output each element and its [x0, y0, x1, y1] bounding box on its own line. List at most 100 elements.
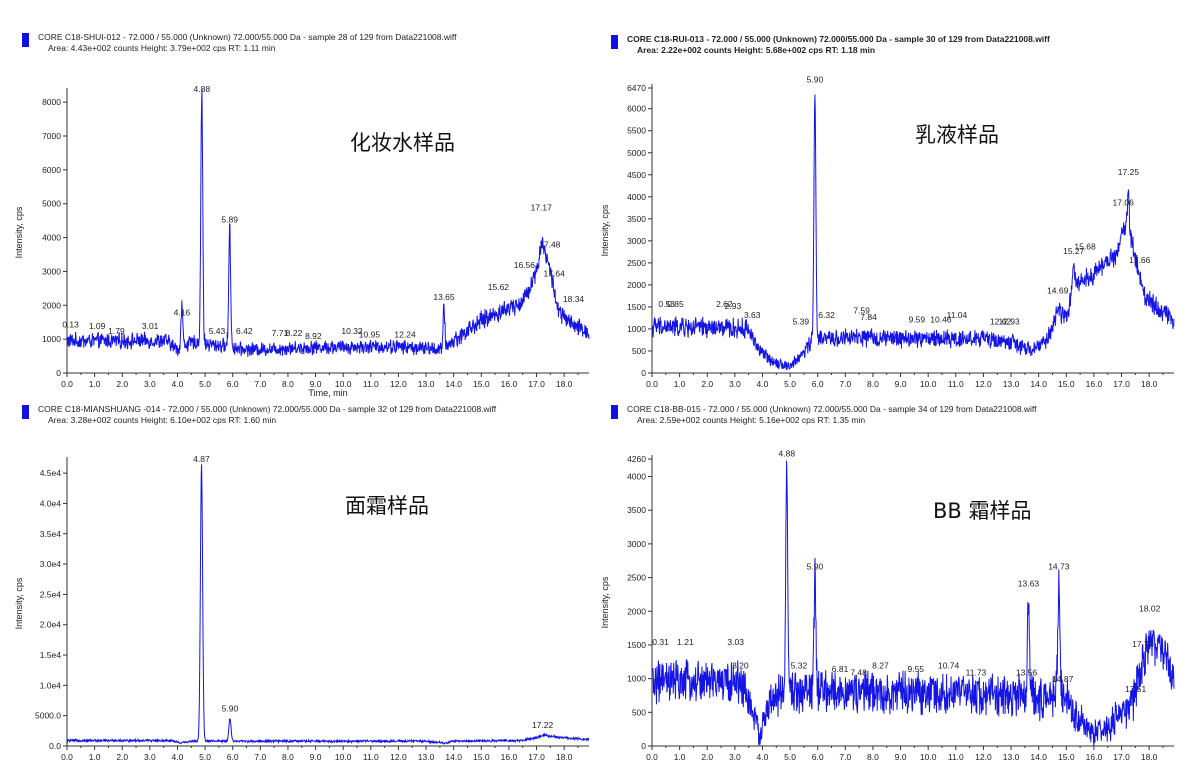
x-tick-label: 12.0 — [390, 752, 407, 762]
trace-header: CORE C18-MIANSHUANG -014 - 72.000 / 55.0… — [38, 404, 497, 414]
peak-label: 1.09 — [89, 321, 106, 331]
peak-label: 10.46 — [930, 314, 952, 324]
x-tick-label: 13.0 — [418, 379, 435, 389]
x-tick-label: 14.0 — [1030, 752, 1047, 762]
x-tick-label: 5.0 — [199, 379, 211, 389]
x-tick-label: 0.0 — [61, 379, 73, 389]
peak-label: 2.93 — [725, 301, 742, 311]
x-tick-label: 10.0 — [920, 379, 937, 389]
peak-label: 16.56 — [514, 260, 536, 270]
legend-swatch — [22, 405, 29, 419]
y-axis-label: Intensity, cps — [14, 206, 24, 258]
x-tick-label: 5.0 — [784, 752, 796, 762]
x-tick-label: 6.0 — [812, 379, 824, 389]
x-tick-label: 7.0 — [254, 752, 266, 762]
chart-panel-2: CORE C18-RUI-013 - 72.000 / 55.000 (Unkn… — [600, 34, 1175, 389]
y-tick-label: 2.0e4 — [40, 620, 62, 630]
sample-label: 面霜样品 — [345, 494, 429, 518]
peak-label: 8.92 — [305, 331, 322, 341]
peak-label: 17.64 — [544, 269, 566, 279]
x-tick-label: 5.0 — [784, 379, 796, 389]
peak-label: 7.59 — [853, 306, 870, 316]
legend-swatch — [611, 405, 618, 419]
x-tick-label: 8.0 — [867, 752, 879, 762]
y-tick-label: 6000 — [627, 104, 646, 114]
y-tick-label: 8000 — [42, 97, 61, 107]
peak-label: 3.03 — [727, 637, 744, 647]
x-tick-label: 6.0 — [227, 379, 239, 389]
y-tick-label: 3000 — [627, 539, 646, 549]
x-tick-label: 16.0 — [501, 379, 518, 389]
y-axis-label: Intensity, cps — [600, 576, 610, 628]
peak-label: 13.65 — [433, 292, 455, 302]
peak-label: 3.20 — [732, 661, 749, 671]
peak-label: 4.88 — [194, 84, 211, 94]
y-tick-label: 2500 — [627, 258, 646, 268]
x-tick-label: 10.0 — [920, 752, 937, 762]
x-tick-label: 4.0 — [757, 379, 769, 389]
peak-label: 3.63 — [744, 310, 761, 320]
peak-label: 17.66 — [1129, 255, 1151, 265]
peak-label: 15.62 — [488, 282, 510, 292]
peak-label: 5.90 — [807, 74, 824, 84]
peak-label: 14.87 — [1052, 674, 1074, 684]
x-tick-label: 15.0 — [473, 752, 490, 762]
y-tick-label: 1500 — [627, 640, 646, 650]
trace-header: CORE C18-SHUI-012 - 72.000 / 55.000 (Unk… — [38, 32, 457, 42]
y-tick-label: 2500 — [627, 573, 646, 583]
peak-label: 17.51 — [1125, 684, 1147, 694]
x-tick-label: 9.0 — [310, 752, 322, 762]
y-axis-label: Intensity, cps — [600, 204, 610, 256]
peak-label: 5.89 — [221, 214, 238, 224]
y-tick-label: 4260 — [627, 454, 646, 464]
y-tick-label: 4000 — [627, 472, 646, 482]
y-tick-label: 1000 — [627, 324, 646, 334]
x-tick-label: 2.0 — [701, 752, 713, 762]
trace-stats: Area: 3.28e+002 counts Height: 6.10e+002… — [48, 415, 276, 425]
trace-stats: Area: 4.43e+002 counts Height: 3.79e+002… — [48, 43, 276, 53]
peak-label: 14.69 — [1047, 286, 1069, 296]
peak-label: 8.27 — [872, 661, 889, 671]
x-tick-label: 7.0 — [839, 379, 851, 389]
x-tick-label: 7.0 — [254, 379, 266, 389]
x-tick-label: 15.0 — [1058, 379, 1075, 389]
y-tick-label: 1000 — [627, 674, 646, 684]
chromatogram-trace — [651, 460, 1175, 746]
legend-swatch — [611, 35, 618, 49]
x-tick-label: 1.0 — [674, 379, 686, 389]
y-tick-label: 500 — [632, 707, 646, 717]
x-tick-label: 14.0 — [445, 752, 462, 762]
y-tick-label: 6470 — [627, 83, 646, 93]
peak-label: 18.34 — [563, 294, 585, 304]
x-tick-label: 11.0 — [363, 379, 379, 389]
trace-stats: Area: 2.59e+002 counts Height: 5.16e+002… — [637, 415, 865, 425]
y-tick-label: 5000 — [627, 148, 646, 158]
legend-swatch — [22, 33, 29, 47]
y-tick-label: 2000 — [42, 300, 61, 310]
y-axis-label: Intensity, cps — [14, 577, 24, 629]
y-tick-label: 5500 — [627, 126, 646, 136]
peak-label: 9.55 — [907, 664, 924, 674]
peak-label: 5.90 — [807, 561, 824, 571]
trace-stats: Area: 2.22e+002 counts Height: 5.68e+002… — [637, 45, 875, 55]
y-tick-label: 4.0e4 — [40, 498, 62, 508]
x-tick-label: 12.0 — [975, 752, 992, 762]
x-tick-label: 1.0 — [89, 752, 101, 762]
x-tick-label: 12.0 — [975, 379, 992, 389]
x-tick-label: 4.0 — [172, 379, 184, 389]
x-tick-label: 17.0 — [1113, 752, 1130, 762]
peak-label: 7.71 — [272, 328, 289, 338]
y-tick-label: 4000 — [42, 233, 61, 243]
x-tick-label: 5.0 — [199, 752, 211, 762]
x-tick-label: 2.0 — [701, 379, 713, 389]
x-tick-label: 4.0 — [172, 752, 184, 762]
y-tick-label: 3500 — [627, 214, 646, 224]
x-tick-label: 3.0 — [729, 752, 741, 762]
x-tick-label: 2.0 — [116, 379, 128, 389]
peak-label: 18.02 — [1139, 603, 1161, 613]
x-tick-label: 18.0 — [556, 379, 573, 389]
peak-label: 8.22 — [286, 328, 303, 338]
y-tick-label: 0.0 — [49, 741, 61, 751]
x-tick-label: 13.0 — [1003, 752, 1020, 762]
